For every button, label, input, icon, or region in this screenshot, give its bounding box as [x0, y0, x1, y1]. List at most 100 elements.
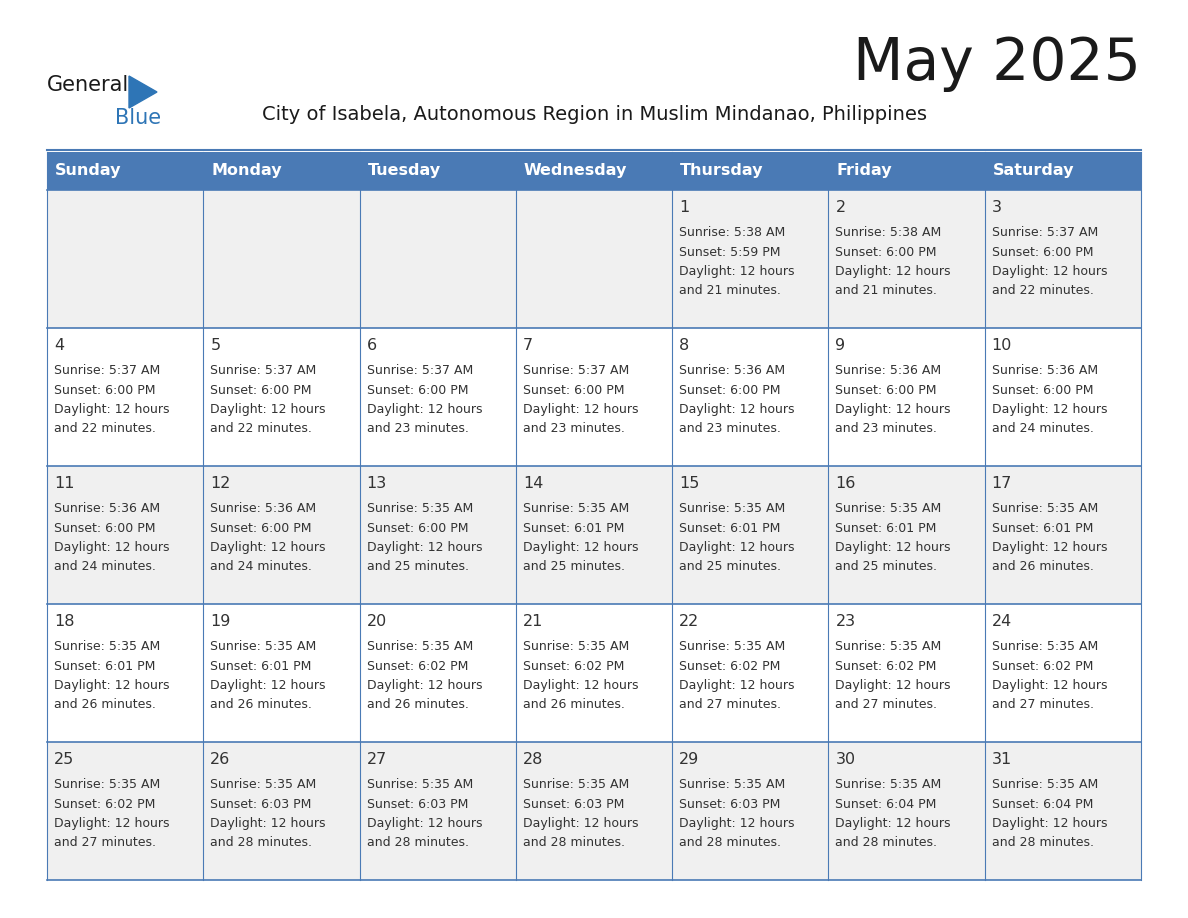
Text: Sunrise: 5:35 AM: Sunrise: 5:35 AM — [367, 502, 473, 515]
Text: 6: 6 — [367, 338, 377, 353]
Text: Sunset: 6:02 PM: Sunset: 6:02 PM — [367, 659, 468, 673]
Bar — [516, 152, 672, 190]
Text: Daylight: 12 hours: Daylight: 12 hours — [523, 403, 638, 416]
Bar — [48, 152, 203, 190]
Text: and 28 minutes.: and 28 minutes. — [523, 836, 625, 849]
Text: and 23 minutes.: and 23 minutes. — [523, 422, 625, 435]
Text: and 24 minutes.: and 24 minutes. — [210, 561, 312, 574]
Bar — [48, 190, 1140, 328]
Text: and 28 minutes.: and 28 minutes. — [835, 836, 937, 849]
Text: Sunset: 6:01 PM: Sunset: 6:01 PM — [835, 521, 937, 534]
Text: and 27 minutes.: and 27 minutes. — [992, 699, 1094, 711]
Text: Sunset: 5:59 PM: Sunset: 5:59 PM — [680, 245, 781, 259]
Text: Blue: Blue — [115, 108, 162, 128]
Text: May 2025: May 2025 — [853, 35, 1140, 92]
Text: 16: 16 — [835, 476, 855, 491]
Text: Sunrise: 5:37 AM: Sunrise: 5:37 AM — [523, 364, 630, 377]
Text: Sunset: 6:00 PM: Sunset: 6:00 PM — [367, 521, 468, 534]
Text: Sunset: 6:00 PM: Sunset: 6:00 PM — [835, 245, 937, 259]
Text: 8: 8 — [680, 338, 689, 353]
Text: and 23 minutes.: and 23 minutes. — [680, 422, 781, 435]
Text: Daylight: 12 hours: Daylight: 12 hours — [367, 541, 482, 554]
Text: Sunrise: 5:35 AM: Sunrise: 5:35 AM — [523, 778, 630, 791]
Text: 26: 26 — [210, 752, 230, 767]
Text: Friday: Friday — [836, 163, 892, 178]
Text: 11: 11 — [53, 476, 75, 491]
Text: Sunrise: 5:35 AM: Sunrise: 5:35 AM — [992, 640, 1098, 653]
Bar — [828, 152, 985, 190]
Text: Sunday: Sunday — [55, 163, 121, 178]
Text: and 24 minutes.: and 24 minutes. — [992, 422, 1094, 435]
Text: and 23 minutes.: and 23 minutes. — [367, 422, 468, 435]
Text: Sunrise: 5:37 AM: Sunrise: 5:37 AM — [992, 226, 1098, 239]
Text: Daylight: 12 hours: Daylight: 12 hours — [210, 679, 326, 692]
Text: and 28 minutes.: and 28 minutes. — [680, 836, 782, 849]
Text: Daylight: 12 hours: Daylight: 12 hours — [835, 817, 950, 830]
Bar — [48, 328, 1140, 466]
Text: Sunrise: 5:36 AM: Sunrise: 5:36 AM — [680, 364, 785, 377]
Text: Sunset: 6:02 PM: Sunset: 6:02 PM — [835, 659, 937, 673]
Text: and 26 minutes.: and 26 minutes. — [53, 699, 156, 711]
Text: Sunset: 6:00 PM: Sunset: 6:00 PM — [992, 384, 1093, 397]
Text: 5: 5 — [210, 338, 221, 353]
Text: Sunrise: 5:35 AM: Sunrise: 5:35 AM — [680, 502, 785, 515]
Text: 17: 17 — [992, 476, 1012, 491]
Text: and 25 minutes.: and 25 minutes. — [523, 561, 625, 574]
Text: Sunrise: 5:35 AM: Sunrise: 5:35 AM — [835, 502, 942, 515]
Text: Sunrise: 5:36 AM: Sunrise: 5:36 AM — [835, 364, 942, 377]
Text: Daylight: 12 hours: Daylight: 12 hours — [680, 541, 795, 554]
Text: and 27 minutes.: and 27 minutes. — [835, 699, 937, 711]
Text: Sunset: 6:02 PM: Sunset: 6:02 PM — [992, 659, 1093, 673]
Text: Sunrise: 5:38 AM: Sunrise: 5:38 AM — [835, 226, 942, 239]
Text: and 21 minutes.: and 21 minutes. — [680, 285, 781, 297]
Text: Sunset: 6:01 PM: Sunset: 6:01 PM — [992, 521, 1093, 534]
Text: 15: 15 — [680, 476, 700, 491]
Text: Daylight: 12 hours: Daylight: 12 hours — [210, 541, 326, 554]
Text: Sunset: 6:02 PM: Sunset: 6:02 PM — [53, 798, 156, 811]
Text: Sunrise: 5:35 AM: Sunrise: 5:35 AM — [367, 640, 473, 653]
Text: Sunrise: 5:35 AM: Sunrise: 5:35 AM — [523, 640, 630, 653]
Text: Daylight: 12 hours: Daylight: 12 hours — [992, 541, 1107, 554]
Text: Daylight: 12 hours: Daylight: 12 hours — [835, 541, 950, 554]
Text: Sunset: 6:04 PM: Sunset: 6:04 PM — [835, 798, 937, 811]
Text: Daylight: 12 hours: Daylight: 12 hours — [680, 403, 795, 416]
Text: City of Isabela, Autonomous Region in Muslim Mindanao, Philippines: City of Isabela, Autonomous Region in Mu… — [261, 105, 927, 124]
Text: Sunrise: 5:35 AM: Sunrise: 5:35 AM — [210, 778, 316, 791]
Text: and 27 minutes.: and 27 minutes. — [53, 836, 156, 849]
Text: and 25 minutes.: and 25 minutes. — [835, 561, 937, 574]
Text: Daylight: 12 hours: Daylight: 12 hours — [523, 541, 638, 554]
Text: and 22 minutes.: and 22 minutes. — [53, 422, 156, 435]
Text: Sunrise: 5:35 AM: Sunrise: 5:35 AM — [53, 640, 160, 653]
Text: Daylight: 12 hours: Daylight: 12 hours — [680, 265, 795, 278]
Text: and 25 minutes.: and 25 minutes. — [367, 561, 468, 574]
Text: Sunrise: 5:37 AM: Sunrise: 5:37 AM — [367, 364, 473, 377]
Text: Sunrise: 5:35 AM: Sunrise: 5:35 AM — [680, 640, 785, 653]
Text: Sunrise: 5:36 AM: Sunrise: 5:36 AM — [992, 364, 1098, 377]
Text: Daylight: 12 hours: Daylight: 12 hours — [367, 679, 482, 692]
Text: and 26 minutes.: and 26 minutes. — [210, 699, 312, 711]
Text: Daylight: 12 hours: Daylight: 12 hours — [53, 817, 170, 830]
Text: 22: 22 — [680, 614, 700, 629]
Text: Daylight: 12 hours: Daylight: 12 hours — [367, 403, 482, 416]
Text: Sunrise: 5:37 AM: Sunrise: 5:37 AM — [210, 364, 316, 377]
Text: Daylight: 12 hours: Daylight: 12 hours — [680, 679, 795, 692]
Text: 7: 7 — [523, 338, 533, 353]
Text: Wednesday: Wednesday — [524, 163, 627, 178]
Text: Sunset: 6:00 PM: Sunset: 6:00 PM — [210, 521, 311, 534]
Text: 18: 18 — [53, 614, 75, 629]
Text: and 21 minutes.: and 21 minutes. — [835, 285, 937, 297]
Text: Sunset: 6:03 PM: Sunset: 6:03 PM — [210, 798, 311, 811]
Text: 25: 25 — [53, 752, 74, 767]
Text: Sunrise: 5:35 AM: Sunrise: 5:35 AM — [992, 778, 1098, 791]
Text: Daylight: 12 hours: Daylight: 12 hours — [210, 403, 326, 416]
Text: 13: 13 — [367, 476, 387, 491]
Text: Sunrise: 5:35 AM: Sunrise: 5:35 AM — [53, 778, 160, 791]
Text: and 22 minutes.: and 22 minutes. — [210, 422, 312, 435]
Text: 1: 1 — [680, 200, 689, 215]
Bar — [48, 466, 1140, 604]
Text: 9: 9 — [835, 338, 846, 353]
Text: Sunrise: 5:35 AM: Sunrise: 5:35 AM — [835, 778, 942, 791]
Bar — [985, 152, 1140, 190]
Text: Daylight: 12 hours: Daylight: 12 hours — [992, 817, 1107, 830]
Text: Tuesday: Tuesday — [367, 163, 441, 178]
